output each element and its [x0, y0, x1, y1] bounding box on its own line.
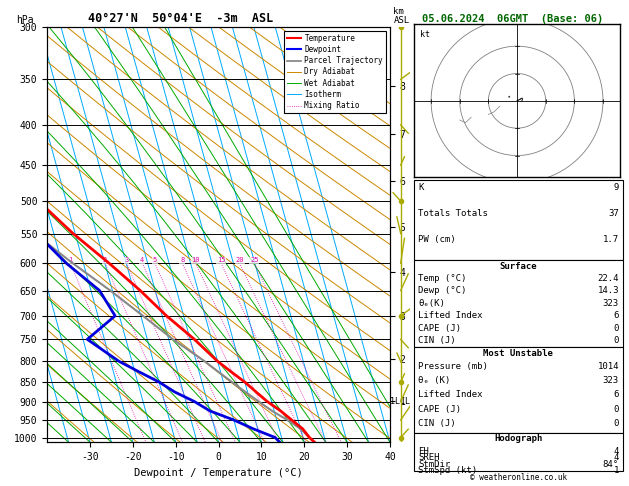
Text: 1LCL: 1LCL — [391, 397, 410, 406]
Text: 2: 2 — [103, 257, 107, 263]
Text: 1: 1 — [68, 257, 72, 263]
Text: Most Unstable: Most Unstable — [483, 349, 554, 359]
Text: PW (cm): PW (cm) — [418, 235, 456, 244]
Text: 37: 37 — [608, 209, 619, 218]
Text: Lifted Index: Lifted Index — [418, 312, 483, 320]
X-axis label: Dewpoint / Temperature (°C): Dewpoint / Temperature (°C) — [134, 468, 303, 478]
Legend: Temperature, Dewpoint, Parcel Trajectory, Dry Adiabat, Wet Adiabat, Isotherm, Mi: Temperature, Dewpoint, Parcel Trajectory… — [284, 31, 386, 113]
Text: 323: 323 — [603, 299, 619, 308]
Text: kt: kt — [420, 30, 430, 39]
Text: Totals Totals: Totals Totals — [418, 209, 488, 218]
Text: CIN (J): CIN (J) — [418, 419, 456, 428]
Text: 40°27'N  50°04'E  -3m  ASL: 40°27'N 50°04'E -3m ASL — [88, 13, 274, 25]
Text: 20: 20 — [235, 257, 244, 263]
Text: CAPE (J): CAPE (J) — [418, 405, 461, 414]
Text: 5: 5 — [153, 257, 157, 263]
Text: StmSpd (kt): StmSpd (kt) — [418, 466, 477, 475]
Text: EH: EH — [418, 447, 429, 456]
Text: hPa: hPa — [16, 16, 34, 25]
Text: 05.06.2024  06GMT  (Base: 06): 05.06.2024 06GMT (Base: 06) — [422, 14, 603, 24]
Text: 10: 10 — [191, 257, 200, 263]
Text: $\star$: $\star$ — [506, 93, 511, 99]
Text: 0: 0 — [613, 324, 619, 333]
Text: 22.4: 22.4 — [598, 274, 619, 283]
Text: 0: 0 — [613, 419, 619, 428]
Text: 1014: 1014 — [598, 362, 619, 371]
Text: CIN (J): CIN (J) — [418, 336, 456, 345]
Text: Dewp (°C): Dewp (°C) — [418, 287, 467, 295]
Text: 1: 1 — [613, 466, 619, 475]
Text: StmDir: StmDir — [418, 460, 450, 469]
Text: Lifted Index: Lifted Index — [418, 390, 483, 399]
Text: Pressure (mb): Pressure (mb) — [418, 362, 488, 371]
Text: km
ASL: km ASL — [393, 7, 409, 25]
Text: 25: 25 — [250, 257, 259, 263]
Text: 323: 323 — [603, 376, 619, 385]
Text: Temp (°C): Temp (°C) — [418, 274, 467, 283]
Text: 4: 4 — [140, 257, 145, 263]
Text: 8: 8 — [180, 257, 184, 263]
Text: 0: 0 — [613, 405, 619, 414]
Text: 1.7: 1.7 — [603, 235, 619, 244]
Text: 6: 6 — [613, 312, 619, 320]
Text: 6: 6 — [613, 390, 619, 399]
Text: 15: 15 — [217, 257, 225, 263]
Text: © weatheronline.co.uk: © weatheronline.co.uk — [470, 473, 567, 482]
Text: K: K — [418, 183, 424, 192]
Text: SREH: SREH — [418, 453, 440, 462]
Text: 3: 3 — [125, 257, 128, 263]
Text: θₑ (K): θₑ (K) — [418, 376, 450, 385]
Text: Mixing Ratio (g/kg): Mixing Ratio (g/kg) — [461, 183, 470, 286]
Text: 0: 0 — [613, 336, 619, 345]
Text: θₑ(K): θₑ(K) — [418, 299, 445, 308]
Text: 84°: 84° — [603, 460, 619, 469]
Text: 14.3: 14.3 — [598, 287, 619, 295]
Text: 9: 9 — [613, 183, 619, 192]
Text: CAPE (J): CAPE (J) — [418, 324, 461, 333]
Text: Surface: Surface — [499, 262, 537, 271]
Text: 4: 4 — [613, 447, 619, 456]
Text: 4: 4 — [613, 453, 619, 462]
Text: Hodograph: Hodograph — [494, 434, 542, 444]
